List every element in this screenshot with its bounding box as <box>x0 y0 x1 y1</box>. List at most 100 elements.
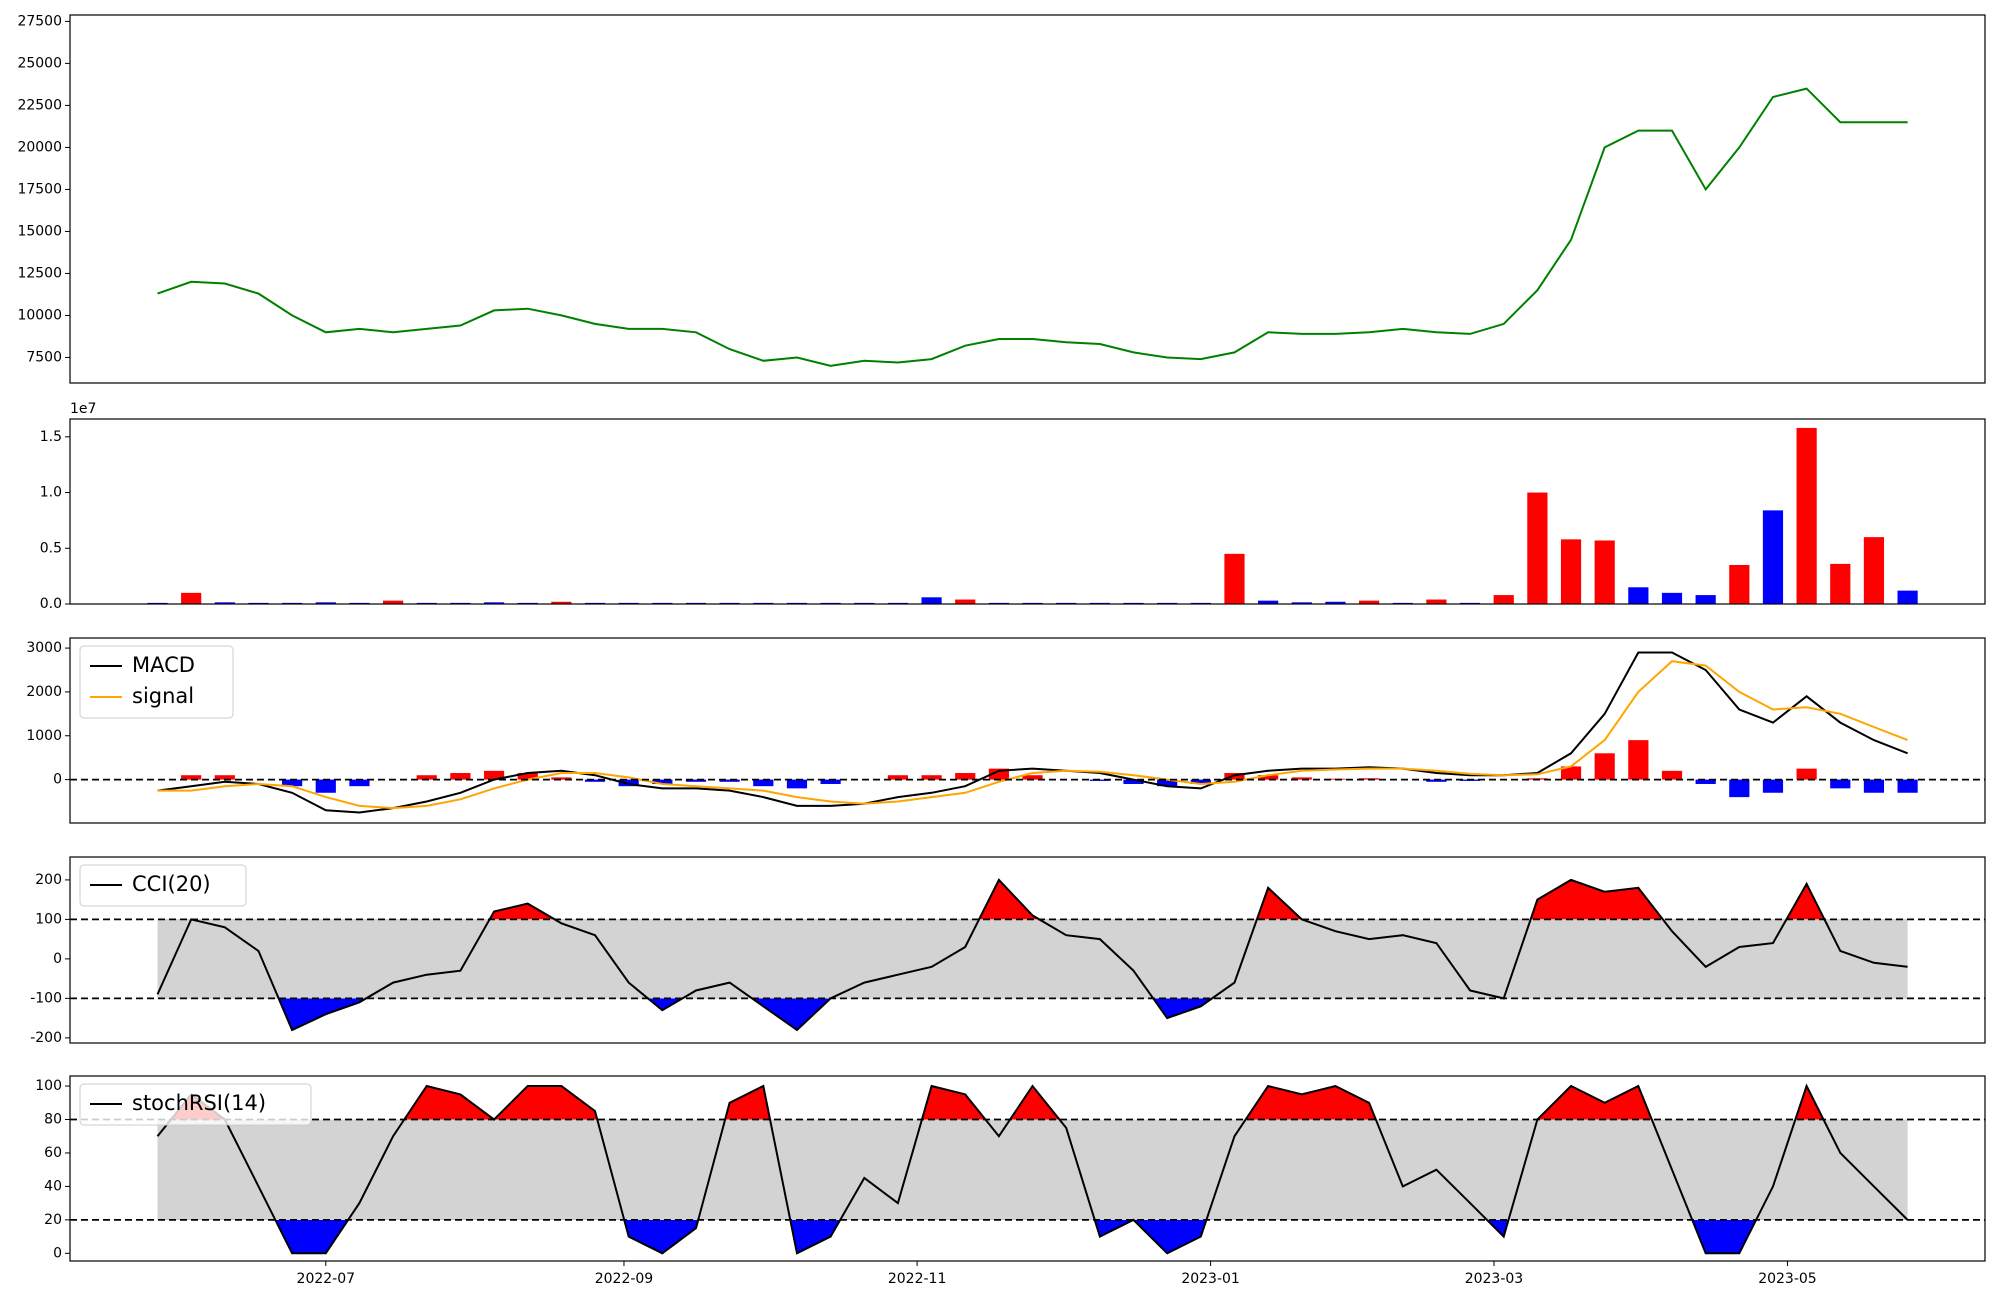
volume-bar <box>1224 553 1245 604</box>
volume-bar <box>1291 602 1312 604</box>
x-tick-label: 2022-07 <box>297 1271 356 1287</box>
histogram-bar <box>1560 766 1582 780</box>
volume-bar <box>315 602 336 604</box>
volume-bar <box>214 602 235 604</box>
volume-bar <box>1729 564 1750 604</box>
y-tick-label: 80 <box>44 1111 62 1127</box>
y-tick-label: 1.5 <box>40 429 62 445</box>
legend-label: signal <box>132 684 194 708</box>
volume-bar <box>551 601 572 604</box>
x-tick-label: 2023-01 <box>1181 1271 1240 1287</box>
histogram-bar <box>181 775 202 780</box>
histogram-bar <box>1796 768 1817 780</box>
volume-bar <box>1661 592 1683 604</box>
y-tick-label: 2000 <box>26 684 62 700</box>
x-tick-label: 2023-03 <box>1465 1271 1524 1287</box>
legend-label: MACD <box>132 653 195 677</box>
histogram-bar <box>719 779 740 782</box>
volume-bar <box>1426 599 1447 604</box>
histogram-bar <box>450 773 471 780</box>
histogram-bar <box>416 775 437 780</box>
histogram-bar <box>685 779 707 782</box>
y-tick-label: 17500 <box>17 181 62 197</box>
oversold-fill <box>157 998 1908 1030</box>
plot-area <box>70 878 1985 1032</box>
overbought-fill <box>489 879 1825 920</box>
panel: 0 1000 2000 3000 MACD signal <box>26 637 1986 824</box>
series-line <box>157 651 1908 814</box>
y-tick-label: 0.0 <box>40 596 62 612</box>
histogram-bar <box>887 775 909 780</box>
histogram-bar <box>584 779 606 782</box>
histogram-bar <box>282 779 303 787</box>
y-tick-label: 60 <box>44 1145 62 1161</box>
histogram-bar <box>1729 779 1750 798</box>
histogram-bar <box>618 779 639 787</box>
histogram-bar <box>1863 779 1885 793</box>
panel: -200 -100 0 100 200 CCI(20) <box>30 856 1986 1046</box>
volume-bar <box>1527 492 1548 604</box>
histogram-bar <box>1157 779 1178 787</box>
histogram-bar <box>1661 770 1683 780</box>
volume-bar <box>382 600 404 604</box>
histogram-bar <box>349 779 370 787</box>
volume-bar <box>1359 600 1380 604</box>
volume-bar <box>1762 510 1784 604</box>
x-tick-label: 2022-09 <box>595 1271 654 1287</box>
legend: stochRSI(14) <box>79 1083 312 1126</box>
histogram-bar <box>753 779 774 787</box>
y-tick-label: 20 <box>44 1212 62 1228</box>
y-tick-label: -100 <box>30 990 62 1006</box>
histogram-bar <box>1291 777 1312 780</box>
price-line <box>157 87 1908 367</box>
y-tick-label: 25000 <box>17 55 62 71</box>
series-line <box>157 660 1908 810</box>
volume-bar <box>1796 427 1817 604</box>
histogram-bar <box>1628 740 1649 780</box>
x-tick-label: 2022-11 <box>888 1271 947 1287</box>
volume-bar <box>1863 537 1885 604</box>
histogram-bar <box>1258 775 1279 780</box>
y-tick-label: 10000 <box>17 307 62 323</box>
histogram-bar <box>551 777 572 780</box>
neutral-band <box>157 1119 1908 1220</box>
y-tick-label: 0 <box>53 951 62 967</box>
y-tick-label: 22500 <box>17 97 62 113</box>
plot-area <box>70 651 1985 814</box>
axes-frame <box>69 14 1986 384</box>
oversold-fill <box>275 1219 1908 1254</box>
volume-bar <box>181 592 202 604</box>
legend-label: CCI(20) <box>132 872 211 896</box>
panel: 0.0 0.5 1.0 1.5 1e7 <box>40 401 1986 612</box>
histogram-bar <box>988 768 1009 780</box>
histogram-bar <box>820 779 841 784</box>
y-tick-label: 15000 <box>17 223 62 239</box>
volume-bar <box>1830 563 1851 604</box>
y-tick-label: 200 <box>35 872 62 888</box>
legend-box <box>79 1083 312 1126</box>
y-tick-label: 7500 <box>26 349 62 365</box>
histogram-bar <box>214 775 235 780</box>
legend-box <box>79 864 247 907</box>
volume-bar <box>1325 601 1346 604</box>
volume-bar <box>1258 600 1279 604</box>
histogram-bar <box>517 773 538 780</box>
y-tick-label: 20000 <box>17 139 62 155</box>
offset-label: 1e7 <box>70 401 96 417</box>
legend-label: stochRSI(14) <box>132 1091 266 1115</box>
histogram-bar <box>483 770 505 780</box>
y-tick-label: -200 <box>30 1030 62 1046</box>
panel: 0 20 40 60 80 100 2022-07 2022-09 2022-11 2023-01… <box>35 1075 1986 1287</box>
legend-box <box>79 645 234 719</box>
histogram-bar <box>1426 779 1447 782</box>
histogram-bar <box>652 779 673 784</box>
volume-bar <box>1594 540 1615 604</box>
legend: CCI(20) <box>79 864 247 907</box>
volume-bar <box>955 599 976 604</box>
axes-frame <box>69 418 1986 605</box>
histogram-bar <box>921 775 942 780</box>
y-tick-label: 100 <box>35 1078 62 1094</box>
y-tick-label: 1.0 <box>40 485 62 501</box>
y-tick-label: 1000 <box>26 728 62 744</box>
